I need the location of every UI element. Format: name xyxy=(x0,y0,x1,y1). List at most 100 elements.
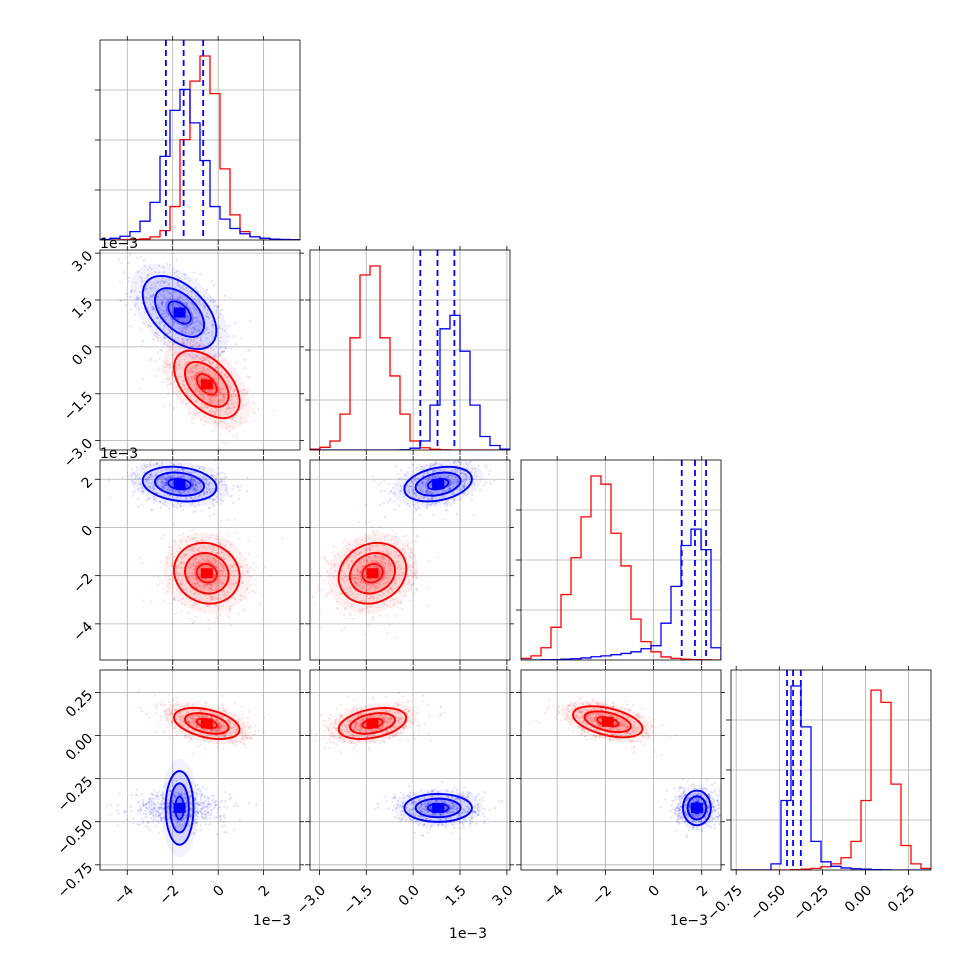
series-b-point xyxy=(192,563,195,566)
series-a-point xyxy=(169,264,172,267)
series-a-point xyxy=(198,466,201,469)
series-b-point xyxy=(176,577,179,580)
series-b-point xyxy=(344,579,347,583)
series-a-point xyxy=(464,479,467,482)
series-a-point xyxy=(169,468,172,472)
series-a-point xyxy=(190,476,193,480)
series-b-point xyxy=(194,718,197,721)
series-a-point xyxy=(141,279,144,282)
series-a-point xyxy=(149,797,152,800)
series-b-point xyxy=(156,339,160,342)
series-a-contour xyxy=(427,478,450,491)
series-b-point xyxy=(216,394,219,398)
series-a-point xyxy=(157,455,159,457)
series-b-point xyxy=(188,721,191,724)
series-b-point xyxy=(367,556,370,559)
series-b-point xyxy=(218,723,221,726)
series-a-point xyxy=(198,810,201,813)
series-a-point xyxy=(185,316,188,319)
series-a-point xyxy=(203,491,207,494)
series-a-point xyxy=(124,810,127,813)
series-b-point xyxy=(353,555,356,558)
series-a-point xyxy=(470,470,473,473)
series-a-point xyxy=(402,495,406,498)
series-b-point xyxy=(407,574,410,578)
series-a-point xyxy=(410,488,414,491)
series-b-point xyxy=(241,403,244,406)
series-b-point xyxy=(381,550,384,553)
series-b-point xyxy=(229,570,232,573)
series-b-point xyxy=(211,729,214,732)
series-a-point xyxy=(195,311,198,314)
series-b-point xyxy=(170,719,174,722)
series-b-point xyxy=(186,361,189,364)
series-a-point xyxy=(199,335,202,338)
series-b-point xyxy=(222,396,226,399)
series-a-point xyxy=(134,313,137,316)
series-a-point xyxy=(155,331,159,335)
series-a-point xyxy=(148,462,151,466)
series-b-point xyxy=(149,357,153,360)
series-a-point xyxy=(191,483,195,487)
series-a-point xyxy=(182,342,186,345)
series-a-point xyxy=(441,455,443,457)
series-b-point xyxy=(393,542,396,545)
series-b-point xyxy=(176,564,179,567)
series-b-point xyxy=(346,587,349,591)
series-a-point xyxy=(152,484,155,487)
series-b-point xyxy=(187,575,190,579)
series-b-point xyxy=(203,375,207,379)
series-b-point xyxy=(238,552,242,555)
series-b-point xyxy=(225,393,228,396)
series-b-point xyxy=(223,734,226,737)
series-a-point xyxy=(139,477,142,480)
series-a-point xyxy=(379,490,382,493)
series-a-point xyxy=(443,475,446,478)
series-a-point xyxy=(200,477,204,480)
series-b-point xyxy=(235,581,238,584)
series-a-point xyxy=(198,343,201,347)
series-b-point xyxy=(244,558,247,561)
series-a-point xyxy=(146,273,150,276)
series-b-point xyxy=(198,357,201,360)
series-a-point xyxy=(130,473,133,476)
series-b-point xyxy=(231,583,234,586)
series-a-point xyxy=(193,330,196,333)
series-b-point xyxy=(213,412,217,416)
series-a-point xyxy=(171,802,174,805)
series-b-point xyxy=(389,561,392,565)
series-a-contour xyxy=(141,465,218,503)
series-b-point xyxy=(223,709,226,712)
series-a-point xyxy=(392,500,396,503)
series-a-point xyxy=(223,816,226,819)
series-b-point xyxy=(185,360,188,364)
series-a-point xyxy=(456,456,458,458)
series-a-point xyxy=(454,482,457,485)
series-a-point xyxy=(159,281,162,284)
series-a-point xyxy=(133,490,136,493)
series-b-point xyxy=(206,367,209,371)
series-a-point xyxy=(194,510,197,513)
series-a-point xyxy=(208,823,211,826)
series-b-point xyxy=(335,607,338,610)
series-b-point xyxy=(138,387,141,391)
series-a-point xyxy=(419,465,422,468)
series-b-point xyxy=(247,539,250,543)
series-b-point xyxy=(225,408,228,411)
series-a-point xyxy=(410,485,413,488)
series-a-point xyxy=(184,800,187,803)
series-b-point xyxy=(414,569,418,572)
series-b-point xyxy=(223,421,226,424)
series-b-point xyxy=(242,607,246,611)
series-b-point xyxy=(350,559,354,562)
series-b-peak xyxy=(366,568,379,579)
series-b-point xyxy=(173,539,177,543)
series-a-point xyxy=(211,298,215,301)
series-a-point xyxy=(456,468,460,471)
series-a-point xyxy=(156,801,159,804)
series-a-point xyxy=(434,475,437,479)
series-a-point xyxy=(193,831,196,835)
series-b-point xyxy=(214,408,217,411)
series-b-point xyxy=(356,575,360,578)
series-b-point xyxy=(386,552,389,555)
